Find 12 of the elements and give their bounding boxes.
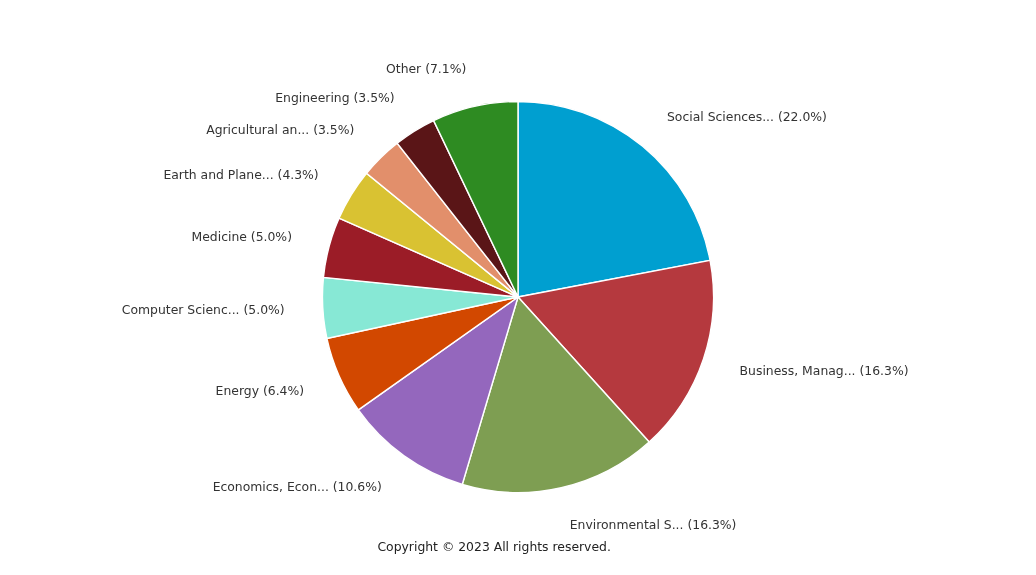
slice-label: Earth and Plane... (4.3%) bbox=[163, 166, 319, 182]
slice-label: Engineering (3.5%) bbox=[275, 90, 395, 106]
slice-label: Agricultural an... (3.5%) bbox=[206, 122, 355, 137]
slice-label: Computer Scienc... (5.0%) bbox=[121, 302, 285, 318]
slice-label: Social Sciences... (22.0%) bbox=[666, 108, 827, 124]
slice-label: Business, Manag... (16.3%) bbox=[739, 363, 909, 379]
slice-label: Energy (6.4%) bbox=[215, 382, 305, 398]
slice-label: Medicine (5.0%) bbox=[191, 229, 292, 245]
slice-label: Environmental S... (16.3%) bbox=[569, 516, 737, 532]
text: Copyright © 2023 All rights reserved. bbox=[377, 538, 611, 554]
slice-label: Economics, Econ... (10.6%) bbox=[212, 478, 382, 494]
slice-label: Other (7.1%) bbox=[386, 60, 467, 76]
